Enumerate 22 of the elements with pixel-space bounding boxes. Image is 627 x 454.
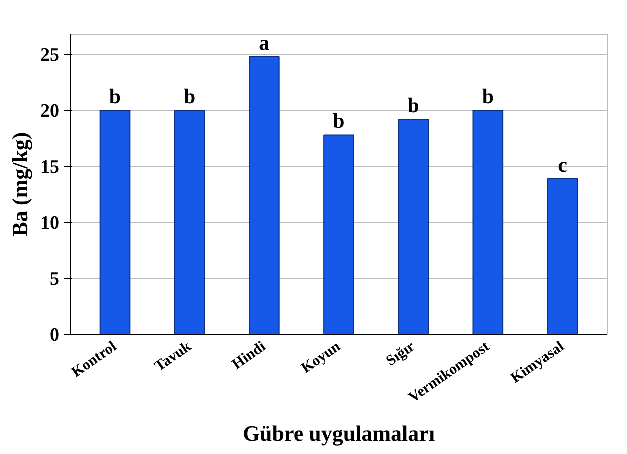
y-tick-label: 15 [40,157,60,178]
y-tick-label: 25 [40,45,60,66]
y-tick-label: 0 [50,325,60,346]
annotation: b [109,84,122,109]
bar [398,119,429,334]
bar [249,56,280,334]
bar [547,178,578,334]
bar [100,110,131,334]
y-axis-title: Ba (mg/kg) [8,132,32,237]
y-tick-label: 20 [40,101,60,122]
annotation: b [333,109,345,134]
bar [174,110,206,334]
annotation: b [184,84,196,109]
annotation: b [408,94,420,118]
bar [472,110,504,334]
bar [324,134,354,334]
y-tick-label: 10 [40,213,60,234]
annotation: c [558,152,568,177]
annotation: a [259,30,270,55]
y-tick-label: 5 [50,269,60,290]
annotation: b [482,84,494,109]
x-axis-title: Gübre uygulamaları [242,420,436,446]
